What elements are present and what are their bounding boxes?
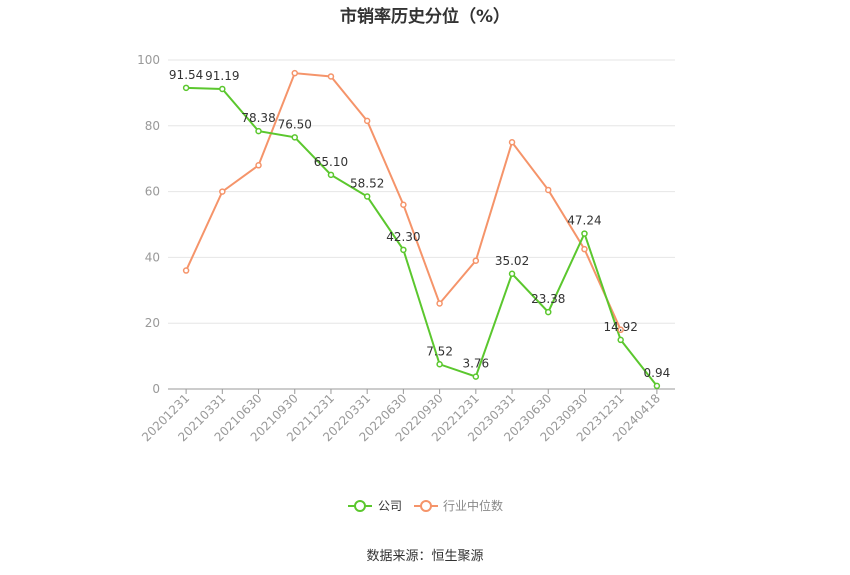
data-point-industry-median[interactable] bbox=[545, 186, 552, 194]
data-point-industry-median[interactable] bbox=[363, 117, 371, 125]
data-point-company[interactable] bbox=[400, 246, 407, 254]
data-point-industry-median[interactable] bbox=[255, 162, 262, 169]
data-point-industry-median[interactable] bbox=[436, 300, 443, 307]
legend-marker-company bbox=[354, 500, 366, 512]
data-point-company[interactable] bbox=[653, 382, 661, 390]
data-label: 91.54 bbox=[169, 68, 203, 82]
data-label: 91.19 bbox=[205, 69, 239, 83]
legend-item-company[interactable]: 公司 bbox=[348, 499, 402, 513]
line-chart: 0 20 40 60 80 100 202012312021033120210630202… bbox=[137, 53, 675, 513]
data-point-industry-median[interactable] bbox=[617, 326, 624, 334]
y-tick-label: 0 bbox=[152, 382, 160, 396]
data-point-company[interactable] bbox=[255, 127, 262, 135]
data-label: 35.02 bbox=[495, 254, 529, 268]
data-label: 0.94 bbox=[644, 366, 671, 380]
data-point-industry-median[interactable] bbox=[472, 257, 480, 264]
data-point-industry-median[interactable] bbox=[291, 69, 298, 77]
data-label: 14.92 bbox=[603, 320, 637, 334]
y-tick-label: 20 bbox=[145, 316, 160, 330]
series-line-company bbox=[186, 86, 658, 387]
data-point-industry-median[interactable] bbox=[508, 139, 516, 146]
data-point-company[interactable] bbox=[182, 84, 190, 92]
data-point-industry-median[interactable] bbox=[219, 188, 226, 195]
y-tick-label: 100 bbox=[137, 53, 160, 67]
data-label: 7.52 bbox=[426, 344, 453, 358]
data-point-company[interactable] bbox=[327, 171, 335, 179]
legend-label-company: 公司 bbox=[378, 499, 402, 513]
data-label: 65.10 bbox=[314, 155, 348, 169]
data-label: 76.50 bbox=[278, 117, 312, 131]
legend-item-industry-median[interactable]: 行业中位数 bbox=[414, 498, 503, 513]
data-point-company[interactable] bbox=[545, 308, 552, 316]
data-point-company[interactable] bbox=[436, 361, 443, 368]
y-tick-label: 80 bbox=[145, 119, 160, 133]
data-label: 58.52 bbox=[350, 176, 384, 190]
data-label: 42.30 bbox=[386, 230, 420, 244]
data-source: 数据来源：恒生聚源 bbox=[366, 549, 484, 564]
data-label: 3.76 bbox=[462, 357, 489, 371]
legend-label-industry: 行业中位数 bbox=[443, 498, 503, 513]
x-axis: 2020123120210331202106302021093020211231… bbox=[139, 388, 675, 444]
data-point-company[interactable] bbox=[617, 336, 624, 344]
data-point-company[interactable] bbox=[472, 373, 480, 380]
data-point-company[interactable] bbox=[508, 270, 516, 278]
data-point-company[interactable] bbox=[363, 193, 371, 200]
data-label: 78.38 bbox=[241, 111, 275, 125]
data-point-industry-median[interactable] bbox=[581, 245, 588, 253]
grid-lines bbox=[168, 59, 675, 324]
legend[interactable]: 公司 行业中位数 bbox=[348, 498, 503, 513]
y-axis: 0 20 40 60 80 100 bbox=[137, 53, 160, 396]
data-point-company[interactable] bbox=[581, 230, 588, 237]
data-point-industry-median[interactable] bbox=[400, 201, 407, 209]
data-label: 47.24 bbox=[567, 214, 601, 228]
data-point-company[interactable] bbox=[291, 134, 298, 141]
y-tick-label: 60 bbox=[145, 185, 160, 199]
data-point-industry-median[interactable] bbox=[327, 73, 335, 80]
data-point-industry-median[interactable] bbox=[182, 267, 190, 274]
y-tick-label: 40 bbox=[145, 250, 160, 264]
series-points bbox=[182, 69, 661, 390]
legend-marker-industry bbox=[420, 500, 432, 512]
chart-title: 市销率历史分位（%） bbox=[339, 7, 511, 27]
data-label: 23.38 bbox=[531, 292, 565, 306]
data-point-company[interactable] bbox=[219, 85, 226, 93]
